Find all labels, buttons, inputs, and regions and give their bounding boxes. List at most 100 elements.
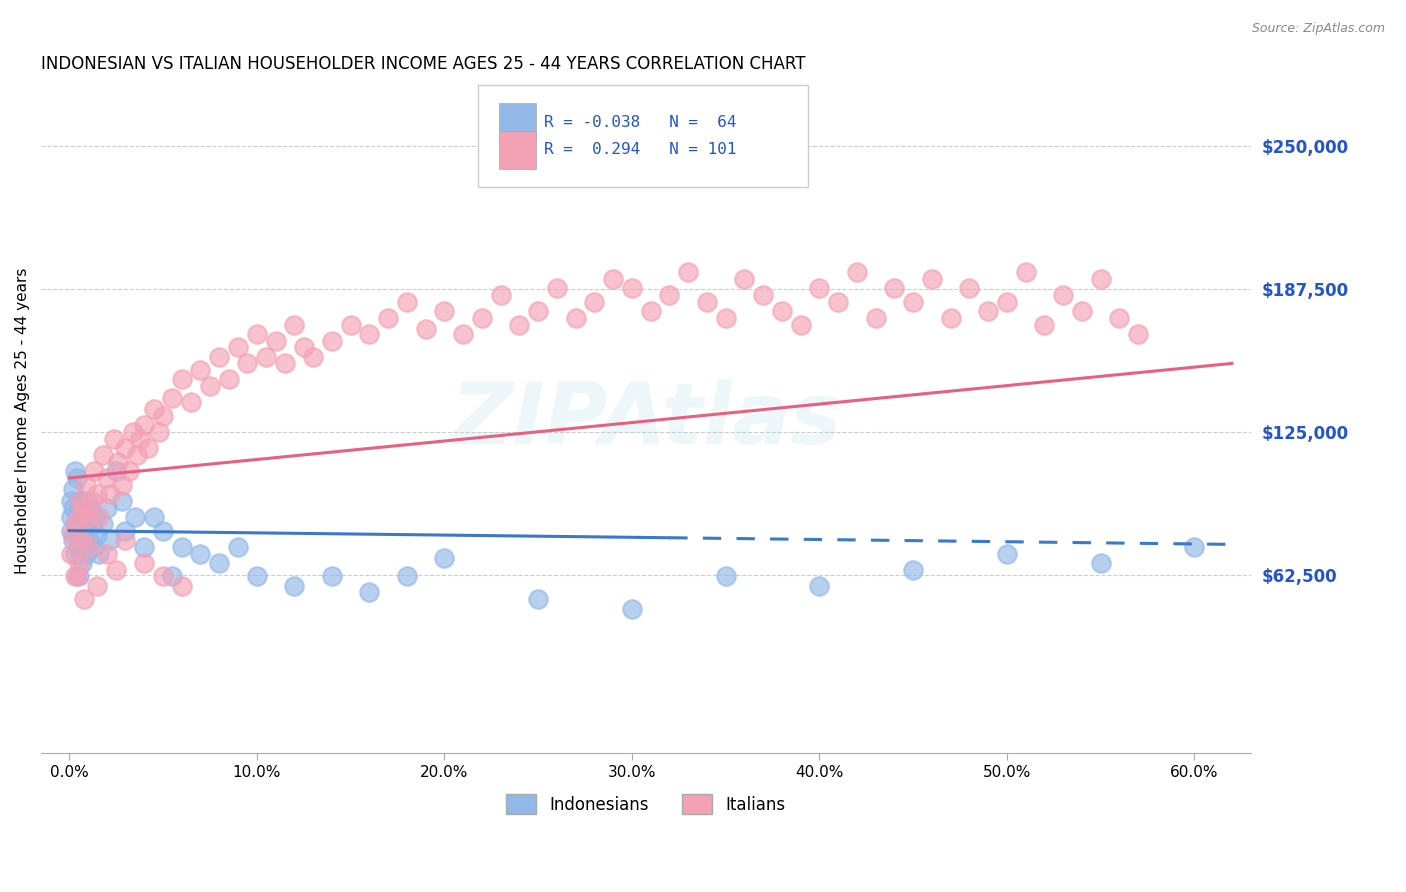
Point [67,509,90,524]
Point [208,350,231,364]
Point [1014,265,1036,279]
Point [62,500,84,515]
Point [226,540,249,554]
Point [845,265,868,279]
Point [72,556,94,570]
Point [162,569,184,583]
Point [527,592,550,607]
Point [583,294,606,309]
Point [170,540,193,554]
Point [957,281,980,295]
Point [67,540,90,554]
Point [107,455,129,469]
Point [100,487,122,501]
Point [808,579,831,593]
Point [69,494,91,508]
Point [79,500,101,515]
Text: R =  0.294   N = 101: R = 0.294 N = 101 [544,143,737,157]
Point [246,326,269,341]
Point [136,441,159,455]
Point [246,569,269,583]
Point [770,303,793,318]
Text: R = -0.038   N =  64: R = -0.038 N = 64 [544,115,737,129]
Legend: Indonesians, Italians: Indonesians, Italians [499,788,793,821]
Point [84,509,107,524]
Point [939,310,962,325]
Point [91,448,114,462]
Point [142,402,165,417]
Point [471,310,494,325]
Point [789,318,811,332]
Point [658,287,681,301]
Point [901,563,924,577]
Point [995,294,1018,309]
Point [283,318,305,332]
Point [69,547,91,561]
Point [152,569,174,583]
Point [190,363,212,377]
Point [63,516,86,531]
Point [75,524,97,538]
Point [142,509,165,524]
Point [80,516,103,531]
Point [433,303,456,318]
Point [901,294,924,309]
Point [66,505,89,519]
Point [208,556,231,570]
Y-axis label: Householder Income Ages 25 - 44 years: Householder Income Ages 25 - 44 years [15,268,30,574]
Point [148,425,170,439]
Point [118,464,141,478]
Point [152,524,174,538]
Point [1108,310,1130,325]
Point [1070,303,1092,318]
Point [254,350,277,364]
Point [91,516,114,531]
Point [564,310,586,325]
Point [395,569,418,583]
Point [72,533,94,547]
Point [995,547,1018,561]
Point [883,281,905,295]
Point [302,350,325,364]
Point [83,540,105,554]
Point [527,303,550,318]
Point [134,540,156,554]
Point [86,487,108,501]
Point [808,281,831,295]
Point [274,356,297,370]
Point [103,432,125,446]
Point [73,592,96,607]
Point [977,303,1000,318]
Point [114,524,136,538]
Point [96,500,118,515]
Text: ZIPAtlas: ZIPAtlas [450,379,842,462]
Point [170,372,193,386]
Point [359,326,381,341]
Point [125,448,148,462]
Point [292,340,315,354]
Point [1033,318,1056,332]
Point [69,528,91,542]
Point [62,533,84,547]
Point [714,310,737,325]
Point [62,528,84,542]
Point [63,547,86,561]
Point [236,356,259,370]
Point [111,494,134,508]
Point [489,287,512,301]
Text: INDONESIAN VS ITALIAN HOUSEHOLDER INCOME AGES 25 - 44 YEARS CORRELATION CHART: INDONESIAN VS ITALIAN HOUSEHOLDER INCOME… [41,55,806,73]
Point [77,494,100,508]
Point [77,540,100,554]
Point [226,340,249,354]
Text: Source: ZipAtlas.com: Source: ZipAtlas.com [1251,22,1385,36]
Point [122,425,145,439]
Point [129,432,152,446]
Point [339,318,361,332]
Point [86,579,108,593]
Point [63,464,86,478]
Point [733,271,755,285]
Point [72,494,94,508]
Point [60,509,83,524]
Point [321,569,343,583]
Point [63,569,86,583]
